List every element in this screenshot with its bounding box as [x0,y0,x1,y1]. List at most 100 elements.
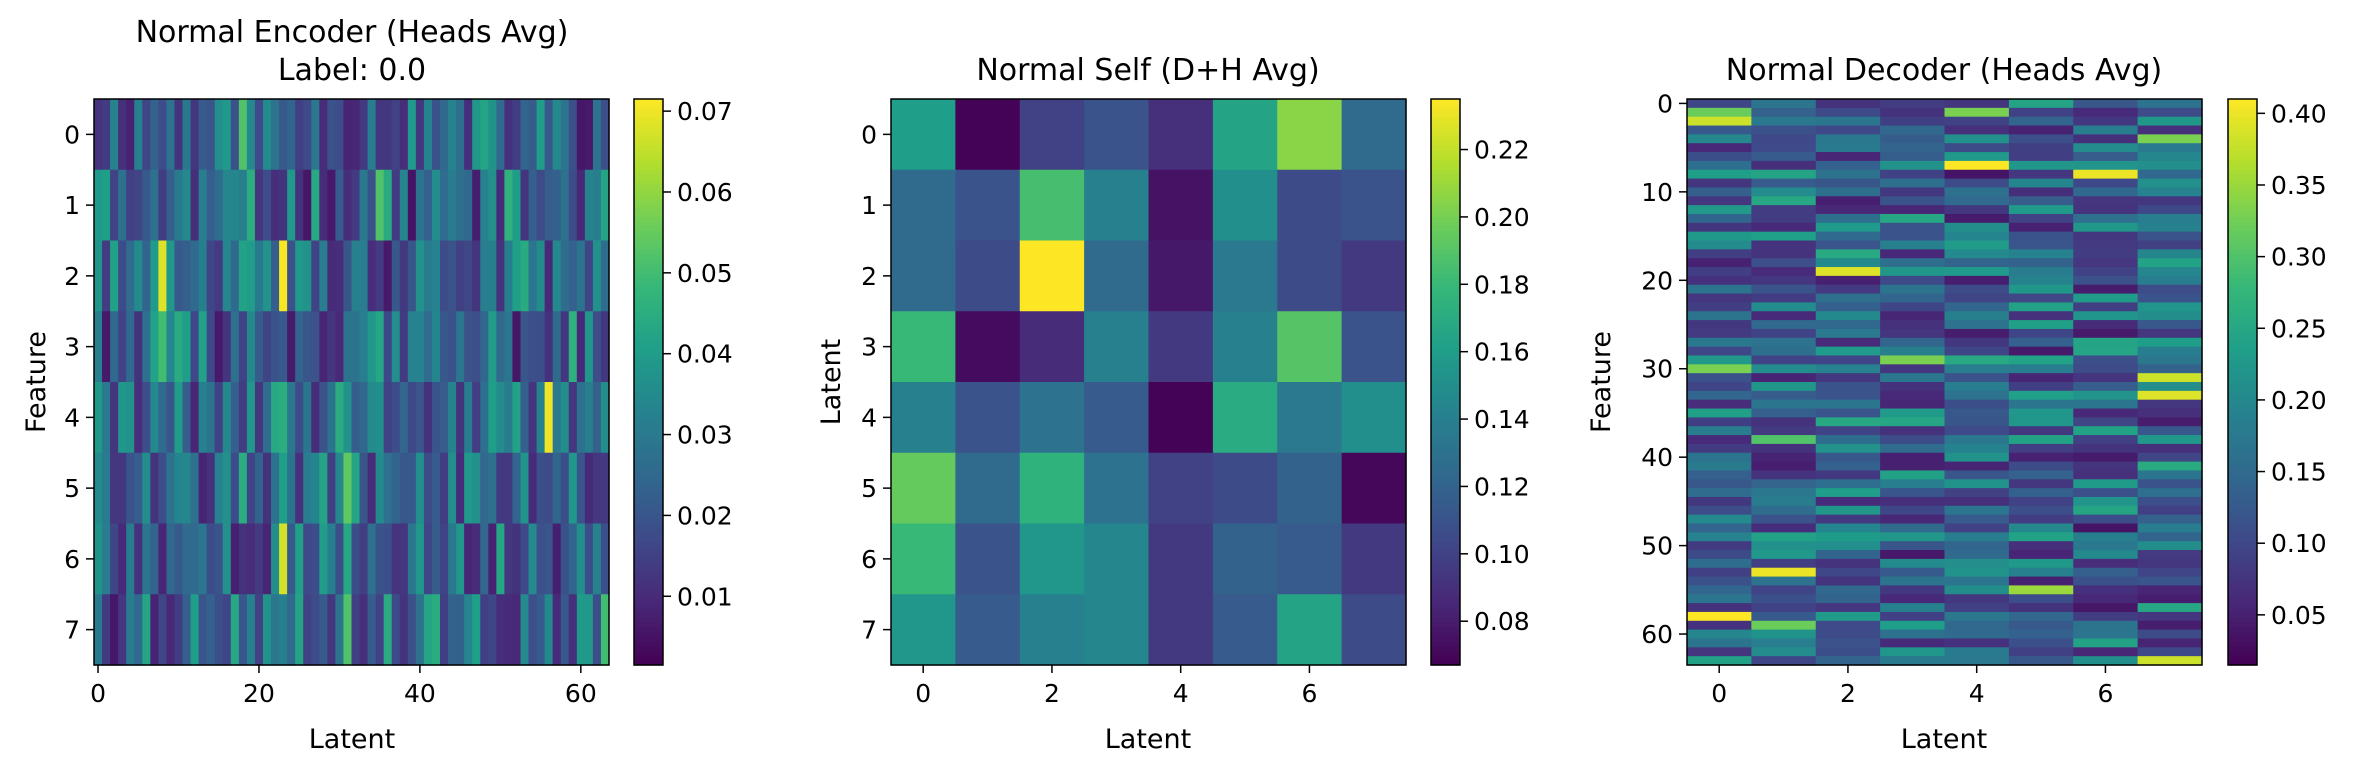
enc-cell [254,169,264,242]
dec-cell [2008,390,2074,401]
enc-colorbar-step [634,410,663,416]
decoder-x-label: Latent [1901,724,1987,755]
dec-cell [2008,231,2074,242]
enc-cell [94,523,103,595]
self-colorbar-step [1431,622,1460,628]
dec-cell [1944,205,2010,215]
self-colorbar-step [1431,259,1460,265]
enc-cell [351,523,361,595]
enc-cell [375,452,385,525]
enc-cell [391,240,401,312]
dec-colorbar-step [2228,622,2257,628]
enc-cell [230,523,240,595]
dec-cell [1880,603,1946,613]
enc-cell [472,240,481,312]
dec-cell [1880,99,1946,109]
dec-cell [1751,532,1817,542]
dec-cell [1944,594,2010,604]
enc-colorbar-step [634,584,663,591]
enc-cell [214,594,224,666]
dec-cell [2073,116,2139,127]
self-colorbar-step [1431,547,1460,553]
enc-cell [311,311,320,383]
dec-cell [1751,311,1817,321]
enc-colorbar-step [634,438,663,444]
enc-cell [182,311,192,383]
enc-colorbar-step [634,122,663,128]
enc-cell [303,169,312,242]
enc-cell [190,311,200,383]
enc-cell [150,382,159,454]
enc-cell [512,169,522,242]
dec-colorbar-step [2228,650,2257,657]
enc-colorbar-step [634,448,663,454]
enc-cell [279,240,288,312]
dec-colorbar-tick-label: 0.35 [2271,171,2327,200]
dec-cell [2008,461,2074,472]
enc-colorbar-step [634,306,663,312]
dec-cell [1944,426,2010,436]
enc-cell [383,382,393,454]
dec-cell [2073,284,2139,295]
enc-colorbar-step [634,117,663,124]
enc-colorbar-step [634,495,663,501]
dec-colorbar-step [2228,429,2257,435]
dec-cell [1880,426,1946,436]
dec-cell [2008,603,2074,613]
self-cell [955,594,1021,666]
dec-x-tick-label: 0 [1711,679,1727,708]
dec-colorbar-step [2228,537,2257,543]
dec-cell [1751,629,1817,640]
dec-colorbar-step [2228,565,2257,572]
dec-colorbar-step [2228,608,2257,614]
self-colorbar-step [1431,429,1460,435]
dec-cell [1944,532,2010,542]
dec-cell [2073,302,2139,312]
dec-y-tick-label: 10 [1641,178,1673,207]
dec-cell [2073,320,2139,330]
enc-cell [544,523,554,595]
enc-cell [222,169,232,242]
enc-cell [182,240,192,312]
self-cell [891,523,956,595]
enc-cell [287,452,296,525]
dec-cell [2008,213,2074,224]
enc-cell [456,523,465,595]
dec-cell [1687,337,1752,348]
dec-cell [1880,523,1946,533]
self-cell [1341,382,1407,454]
enc-cell [238,99,248,171]
dec-cell [2008,435,2074,445]
dec-colorbar-step [2228,547,2257,553]
enc-colorbar-step [634,353,663,360]
enc-cell [448,523,457,595]
dec-cell [1880,541,1946,551]
dec-cell [1751,390,1817,401]
dec-colorbar-step [2228,212,2257,218]
enc-cell [295,452,304,525]
dec-cell [1687,196,1752,206]
dec-colorbar-step [2228,627,2257,633]
enc-cell [512,452,522,525]
enc-cell [110,382,119,454]
decoder-plot-frame [1686,98,2203,666]
self-cell [955,99,1021,171]
enc-colorbar-step [634,382,663,388]
enc-cell [134,452,143,525]
enc-cell [576,99,586,171]
enc-colorbar-step [634,561,663,567]
dec-colorbar-step [2228,542,2257,548]
enc-cell [94,311,103,383]
enc-cell [367,523,377,595]
dec-cell [1815,576,1881,587]
dec-colorbar-step [2228,382,2257,388]
dec-cell [2073,364,2139,374]
dec-cell [1687,284,1752,295]
enc-cell [303,240,312,312]
self-colorbar-step [1431,641,1460,647]
dec-cell [2008,594,2074,604]
enc-colorbar-step [634,273,663,279]
dec-colorbar-step [2228,410,2257,416]
enc-cell [536,452,546,525]
dec-cell [2008,284,2074,295]
